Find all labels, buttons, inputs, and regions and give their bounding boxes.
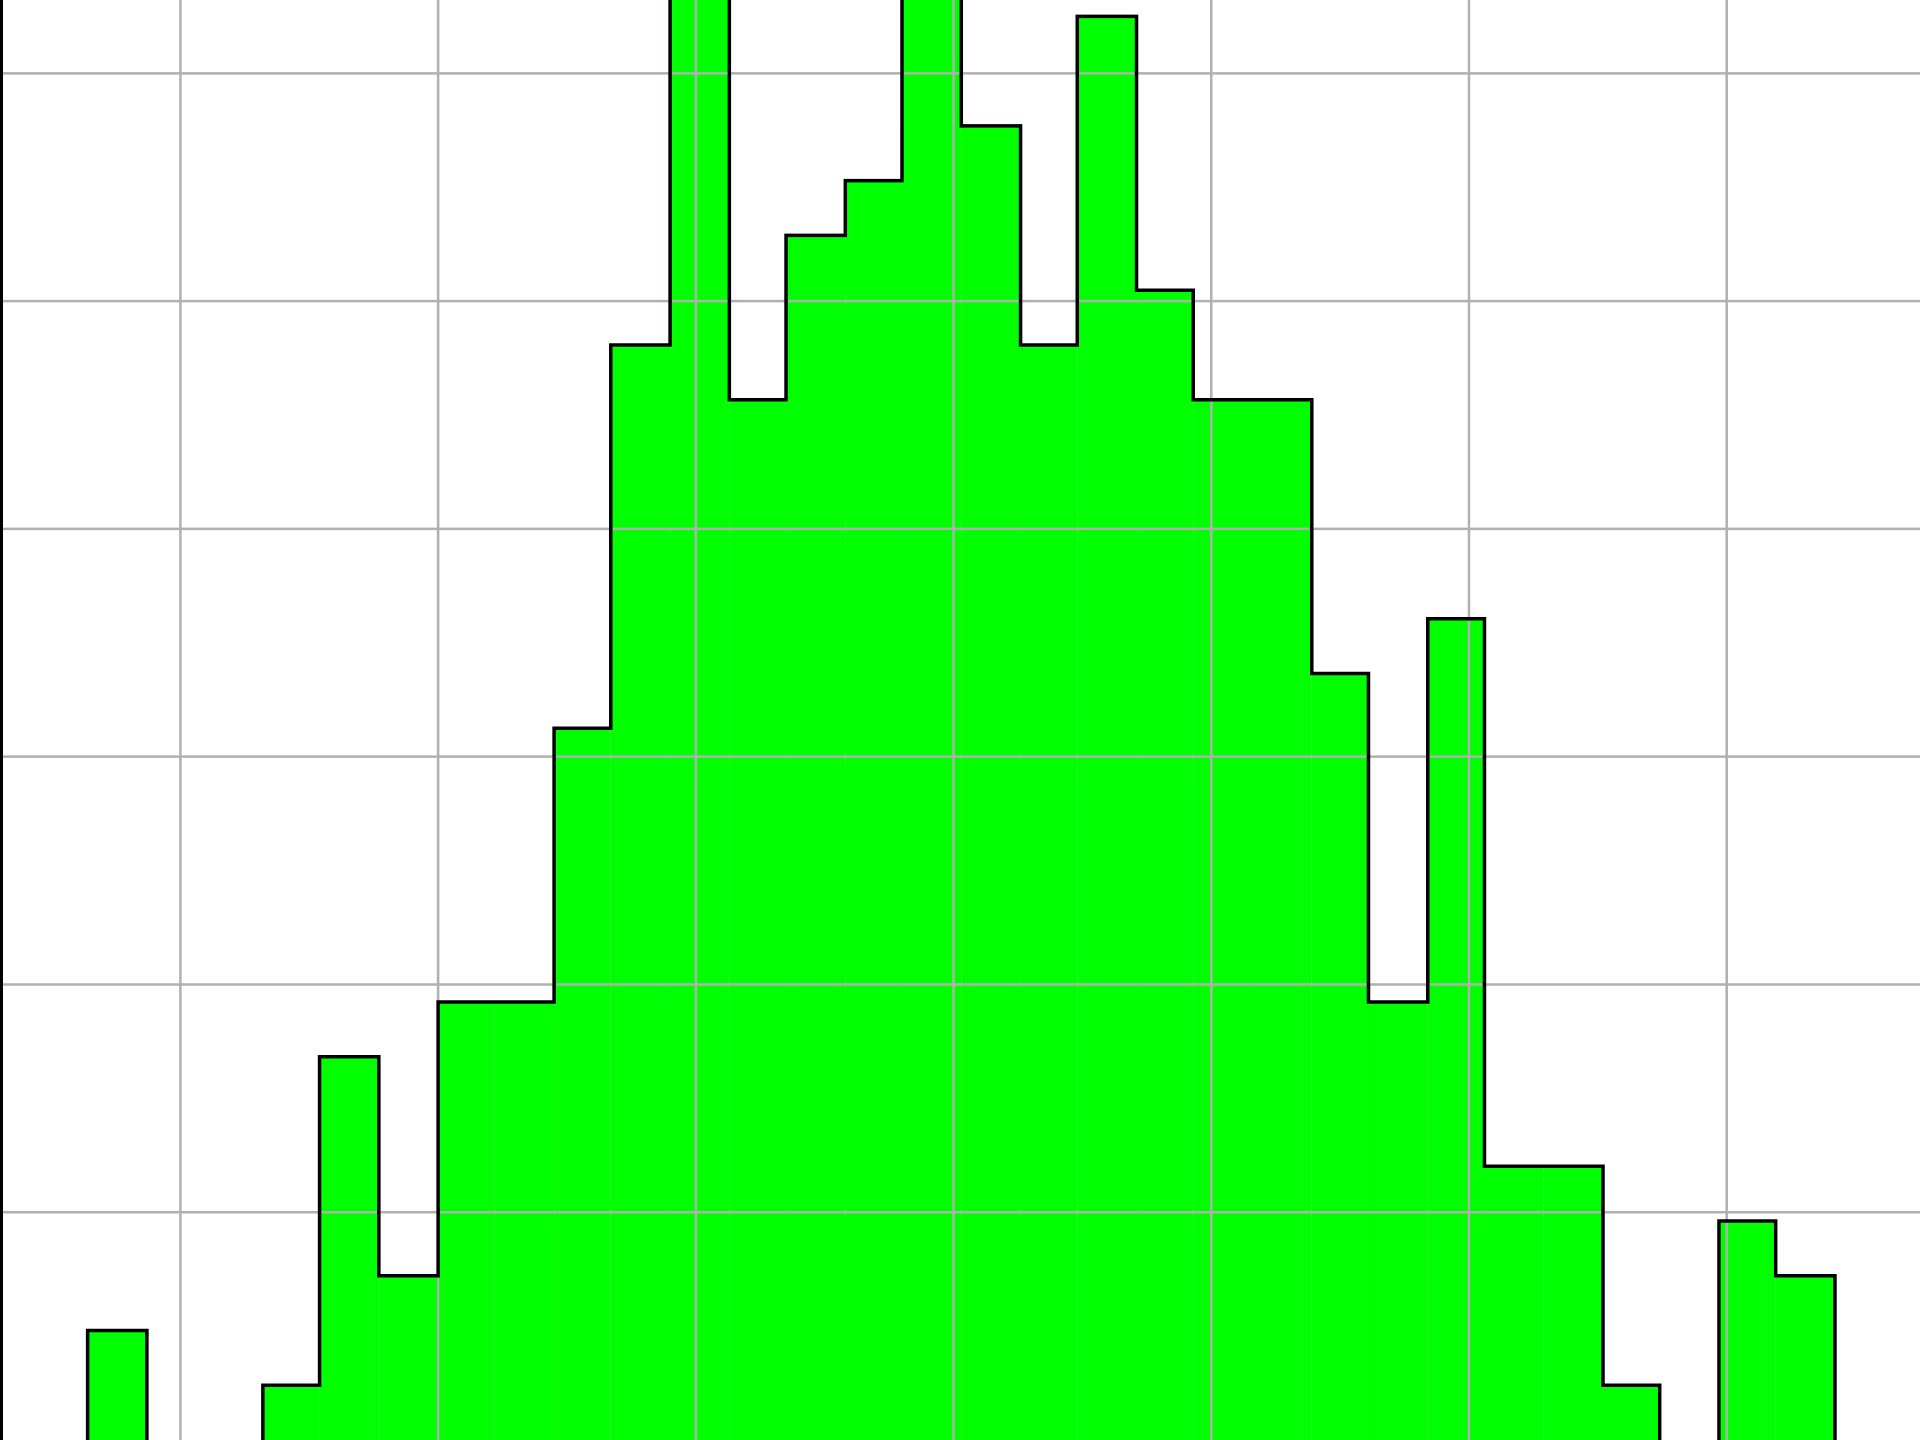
bar (1543, 1166, 1604, 1440)
bar (438, 1001, 495, 1440)
bar (1020, 344, 1078, 1440)
bar (1311, 673, 1369, 1440)
bar (1775, 1275, 1835, 1440)
bar (1718, 1220, 1776, 1440)
bar (902, 0, 962, 1440)
bar (729, 399, 787, 1440)
bar (610, 344, 671, 1440)
bars (87, 0, 1835, 1440)
bar (1484, 1166, 1544, 1440)
bar (554, 728, 611, 1440)
bar (1427, 618, 1485, 1440)
bar (1368, 1001, 1428, 1440)
bar (1136, 290, 1194, 1440)
bar (845, 180, 903, 1440)
bar (87, 1330, 147, 1440)
bar (378, 1275, 439, 1440)
bar (319, 1056, 379, 1440)
outline (85, 0, 1837, 1440)
bar (961, 125, 1021, 1440)
bar (670, 0, 730, 1440)
histogram-outline (85, 0, 1837, 1440)
bar (1603, 1385, 1660, 1440)
bar (262, 1385, 320, 1440)
bar (1193, 399, 1253, 1440)
bar (1077, 16, 1137, 1440)
bar (1252, 399, 1312, 1440)
bar (494, 1001, 555, 1440)
bar (786, 235, 846, 1440)
